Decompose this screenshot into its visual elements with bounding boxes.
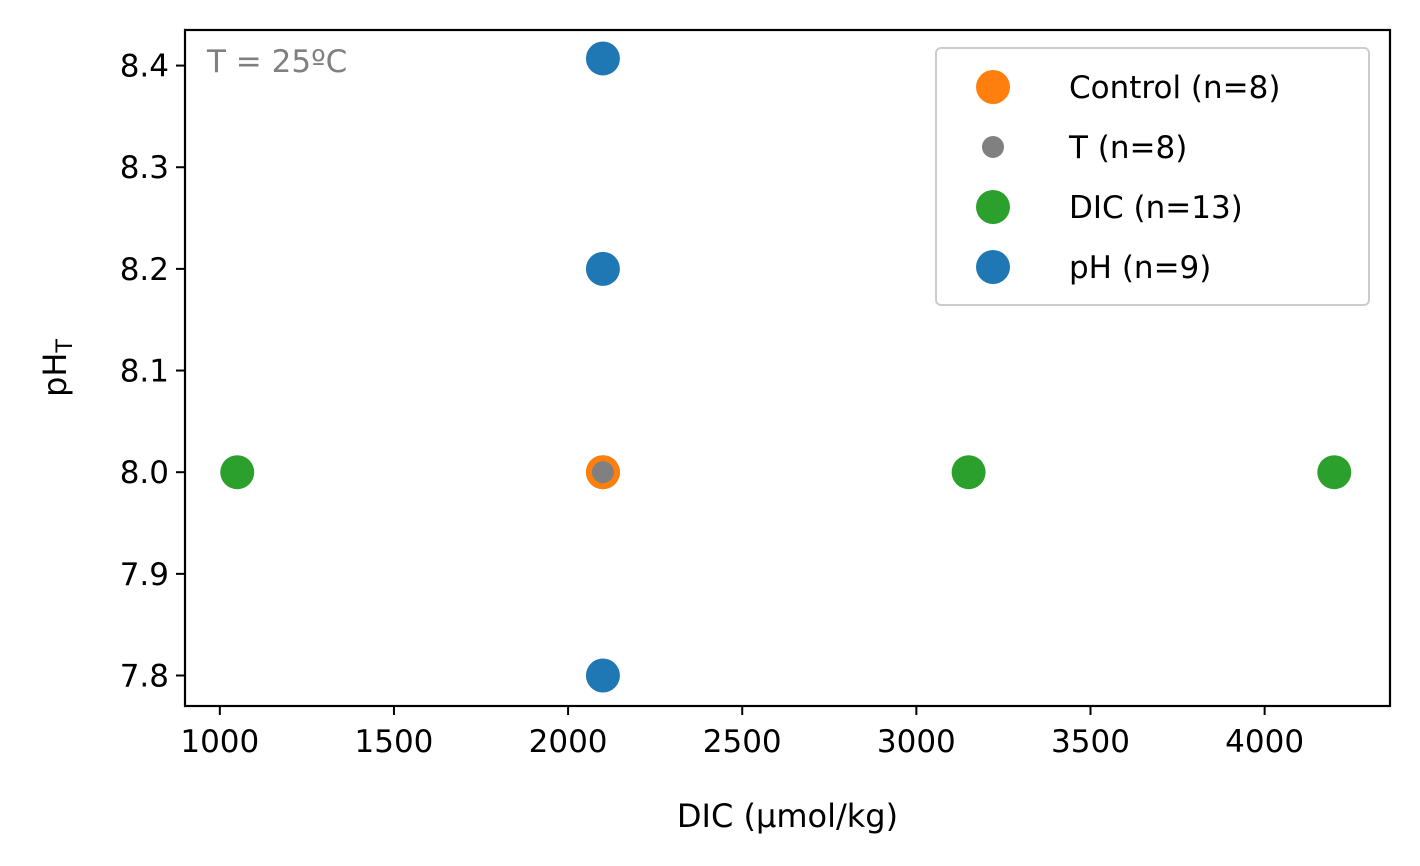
- y-tick-label: 8.3: [120, 150, 169, 186]
- plot-frame: [183, 28, 1392, 708]
- data-point: [585, 658, 620, 693]
- legend-marker: [976, 190, 1010, 224]
- data-points: [220, 41, 1352, 693]
- legend-label: T (n=8): [1068, 130, 1187, 166]
- data-point: [585, 251, 620, 286]
- legend-marker: [976, 250, 1010, 284]
- y-tick-label: 8.1: [120, 354, 169, 390]
- legend-marker: [976, 70, 1010, 104]
- y-tick-label: 8.4: [120, 49, 169, 85]
- x-tick-label: 3500: [1051, 724, 1130, 760]
- x-tick-label: 2500: [703, 724, 782, 760]
- legend-label: DIC (n=13): [1069, 190, 1243, 226]
- legend: Control (n=8) T (n=8) DIC (n=13) pH (n=9): [935, 47, 1370, 306]
- axis-ticks: 1000 1500 2000 2500 3000 3500 4000 7.8 7.9 8.0 8.1…: [120, 49, 1304, 760]
- y-axis-label-main: pH: [36, 353, 74, 397]
- legend-label: Control (n=8): [1069, 70, 1280, 106]
- y-tick-label: 8.0: [120, 455, 169, 491]
- y-tick-label: 7.8: [120, 659, 169, 695]
- data-point: [585, 41, 620, 76]
- legend-marker: [982, 136, 1004, 158]
- x-axis-label: DIC (µmol/kg): [677, 797, 898, 835]
- y-axis-label-subscript: T: [53, 339, 78, 354]
- y-tick-label: 7.9: [120, 557, 169, 593]
- x-tick-label: 3000: [877, 724, 956, 760]
- legend-box: [935, 47, 1370, 306]
- data-point: [591, 461, 614, 484]
- x-tick-label: 2000: [529, 724, 608, 760]
- data-point: [951, 455, 986, 490]
- x-tick-label: 1500: [355, 724, 434, 760]
- data-point: [1317, 455, 1352, 490]
- y-axis-label: pHT: [36, 339, 78, 397]
- data-point: [220, 455, 255, 490]
- x-tick-label: 4000: [1225, 724, 1304, 760]
- y-tick-label: 8.2: [120, 252, 169, 288]
- x-tick-label: 1000: [180, 724, 259, 760]
- temperature-annotation: T = 25ºC: [206, 44, 347, 80]
- legend-label: pH (n=9): [1069, 250, 1211, 286]
